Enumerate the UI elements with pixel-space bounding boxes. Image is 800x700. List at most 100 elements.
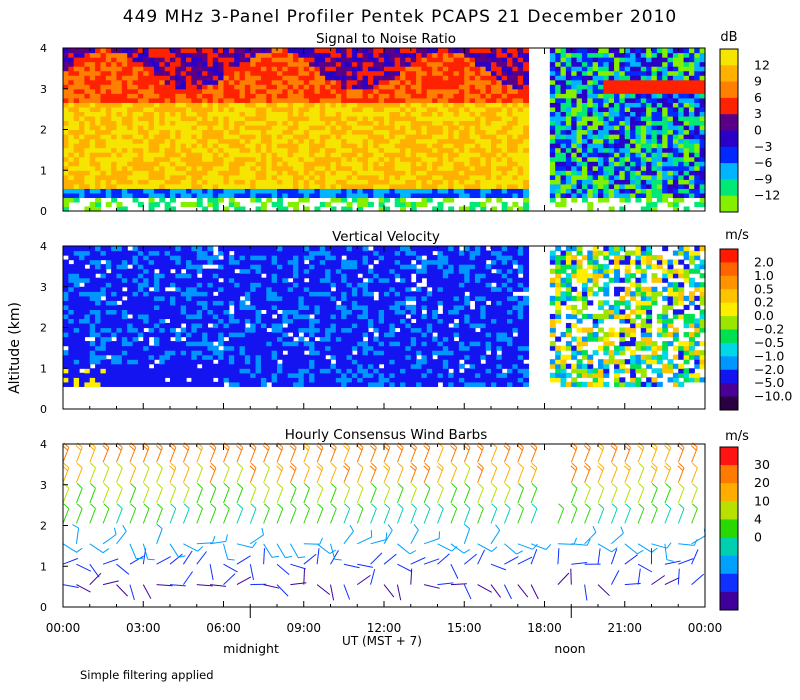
heatmap-cell	[260, 97, 267, 103]
heatmap-cell	[121, 206, 128, 212]
heatmap-cell	[496, 52, 503, 58]
heatmap-cell	[89, 57, 96, 63]
heatmap-cell	[367, 188, 374, 194]
heatmap-cell	[127, 273, 134, 279]
heatmap-cell	[79, 84, 85, 90]
heatmap-cell	[170, 61, 176, 67]
heatmap-cell	[186, 318, 192, 324]
heatmap-cell	[603, 48, 610, 54]
heatmap-cell	[121, 341, 128, 347]
heatmap-cell	[448, 57, 455, 63]
heatmap-cell	[234, 161, 241, 167]
heatmap-cell	[346, 192, 353, 199]
heatmap-cell	[400, 134, 406, 140]
heatmap-cell	[79, 381, 85, 387]
heatmap-cell	[143, 332, 150, 338]
heatmap-cell	[335, 129, 342, 135]
heatmap-cell	[95, 264, 102, 270]
heatmap-cell	[212, 156, 219, 162]
heatmap-cell	[132, 336, 139, 342]
heatmap-cell	[228, 138, 235, 144]
heatmap-cell	[143, 345, 150, 351]
heatmap-cell	[127, 179, 134, 185]
heatmap-cell	[512, 88, 519, 94]
heatmap-cell	[132, 259, 139, 265]
heatmap-cell	[614, 188, 620, 194]
heatmap-cell	[68, 61, 75, 67]
heatmap-cell	[207, 170, 214, 176]
heatmap-cell	[164, 156, 171, 162]
heatmap-cell	[277, 120, 283, 126]
heatmap-cell	[223, 97, 230, 103]
heatmap-cell	[683, 192, 690, 199]
heatmap-cell	[100, 345, 107, 351]
heatmap-cell	[491, 70, 497, 76]
heatmap-cell	[244, 48, 251, 54]
heatmap-cell	[127, 93, 134, 99]
heatmap-cell	[191, 255, 198, 261]
heatmap-cell	[234, 120, 241, 126]
heatmap-cell	[501, 102, 508, 108]
heatmap-cell	[148, 268, 155, 274]
heatmap-cell	[330, 179, 337, 185]
heatmap-cell	[89, 111, 96, 117]
heatmap-cell	[73, 188, 80, 194]
heatmap-cell	[63, 165, 69, 171]
heatmap-cell	[250, 183, 257, 189]
heatmap-cell	[132, 268, 139, 274]
heatmap-cell	[426, 197, 433, 203]
heatmap-cell	[207, 250, 214, 256]
heatmap-cell	[186, 70, 192, 76]
heatmap-cell	[646, 124, 653, 131]
heatmap-cell	[394, 115, 401, 122]
heatmap-cell	[309, 102, 316, 108]
heatmap-cell	[565, 66, 572, 72]
heatmap-cell	[694, 106, 701, 112]
heatmap-cell	[170, 327, 176, 333]
heatmap-cell	[458, 156, 465, 162]
heatmap-cell	[191, 341, 198, 347]
heatmap-cell	[260, 183, 267, 189]
heatmap-cell	[277, 179, 283, 185]
heatmap-cell	[437, 106, 444, 112]
heatmap-cell	[426, 161, 433, 167]
heatmap-cell	[480, 79, 487, 85]
heatmap-cell	[164, 277, 171, 283]
heatmap-cell	[656, 165, 663, 171]
heatmap-cell	[137, 300, 144, 306]
heatmap-cell	[68, 179, 75, 185]
heatmap-cell	[137, 318, 144, 324]
heatmap-cell	[501, 79, 508, 85]
heatmap-cell	[228, 147, 235, 153]
heatmap-cell	[656, 70, 663, 76]
heatmap-cell	[228, 295, 235, 301]
heatmap-cell	[421, 147, 428, 153]
heatmap-cell	[84, 359, 91, 365]
heatmap-cell	[683, 97, 690, 103]
heatmap-cell	[175, 115, 182, 122]
heatmap-cell	[496, 97, 503, 103]
heatmap-cell	[421, 48, 428, 54]
heatmap-cell	[202, 277, 209, 283]
heatmap-cell	[335, 165, 342, 171]
heatmap-cell	[218, 143, 225, 149]
heatmap-cell	[277, 111, 283, 117]
heatmap-cell	[84, 97, 91, 103]
heatmap-cell	[228, 111, 235, 117]
heatmap-cell	[137, 161, 144, 167]
heatmap-cell	[84, 250, 91, 256]
heatmap-cell	[186, 201, 192, 208]
heatmap-cell	[662, 161, 669, 167]
heatmap-cell	[325, 124, 332, 131]
heatmap-cell	[170, 156, 176, 162]
heatmap-cell	[442, 88, 449, 94]
heatmap-cell	[271, 129, 278, 135]
heatmap-cell	[255, 106, 262, 112]
heatmap-cell	[298, 124, 305, 131]
heatmap-cell	[560, 156, 567, 162]
heatmap-cell	[437, 183, 444, 189]
heatmap-cell	[212, 188, 219, 194]
heatmap-cell	[330, 106, 337, 112]
heatmap-cell	[319, 88, 326, 94]
heatmap-cell	[507, 192, 513, 199]
